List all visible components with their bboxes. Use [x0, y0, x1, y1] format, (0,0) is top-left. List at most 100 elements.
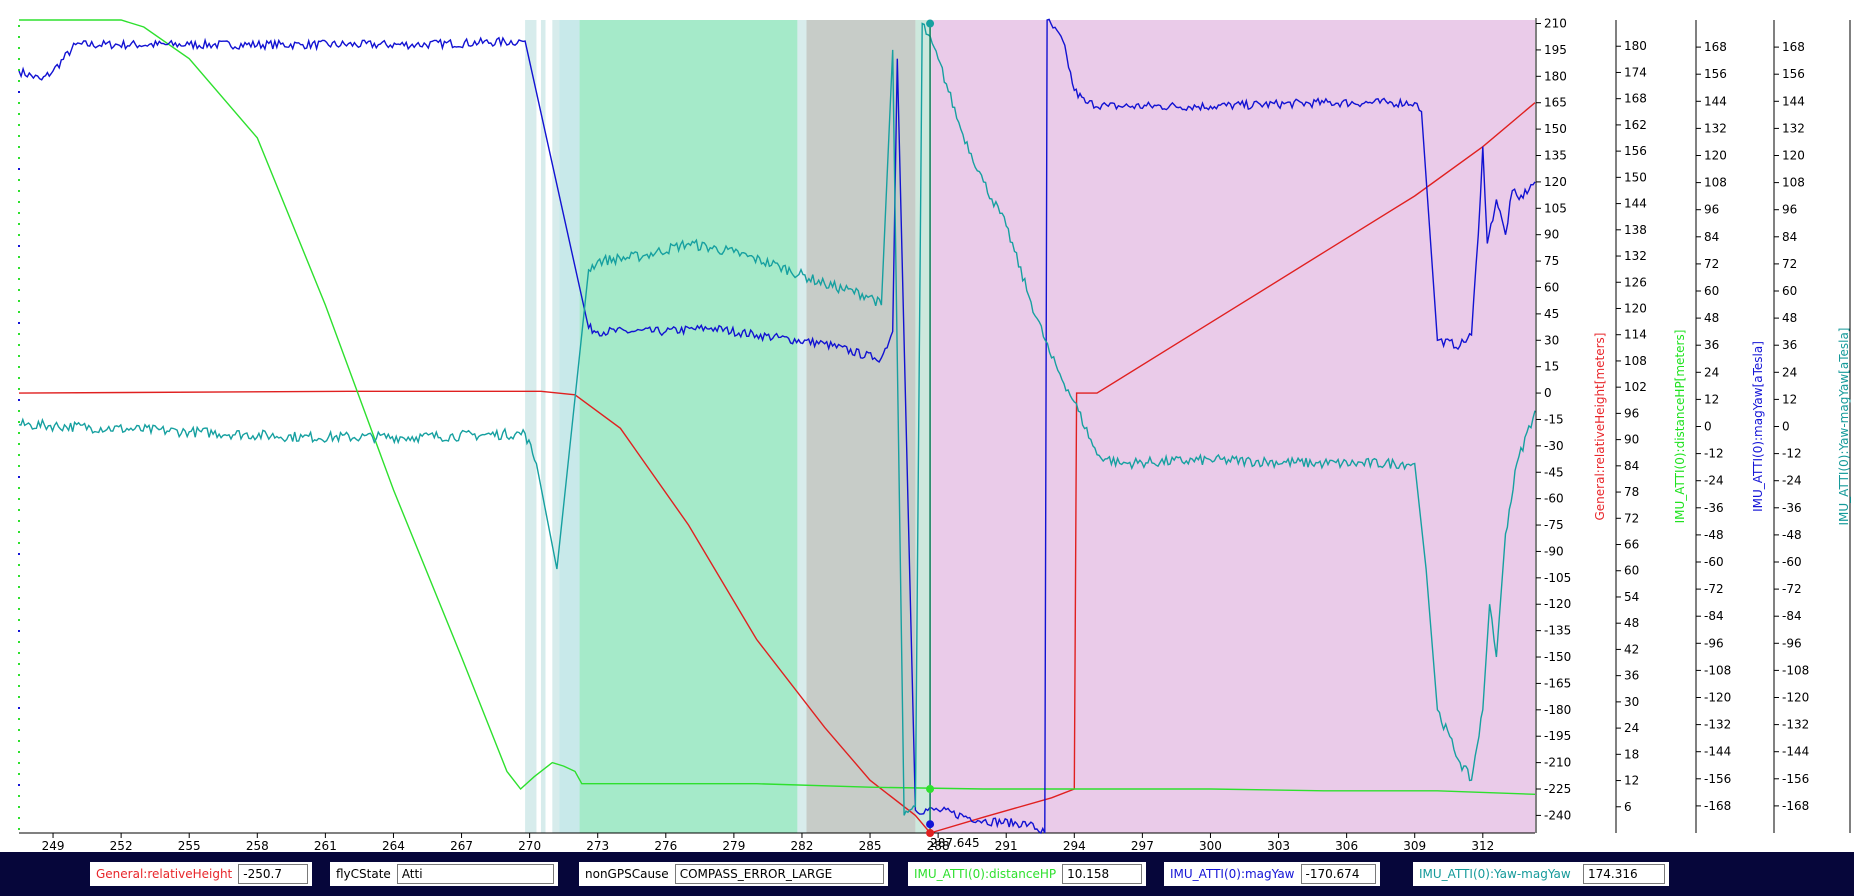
y-tick-label: 0 — [1782, 420, 1790, 434]
cursor-point — [926, 785, 935, 794]
y-tick-label: 96 — [1782, 203, 1797, 217]
y-tick-label: 6 — [1624, 800, 1632, 814]
relative-height-value[interactable]: -250.7 — [238, 864, 308, 884]
y-tick-label: -108 — [1704, 663, 1731, 677]
edge-marker — [18, 278, 20, 280]
field-relative-height: General:relativeHeight -250.7 — [90, 862, 312, 886]
x-tick-label: 258 — [246, 839, 269, 852]
edge-marker — [18, 25, 20, 27]
series-line — [18, 22, 1536, 816]
edge-marker — [18, 751, 20, 753]
cursor-label: 287.645 — [930, 836, 980, 850]
edge-marker — [18, 685, 20, 687]
y-tick-label: 84 — [1704, 230, 1719, 244]
y-tick-label: 120 — [1782, 149, 1805, 163]
y-tick-label: 0 — [1544, 386, 1552, 400]
x-tick-label: 252 — [110, 839, 133, 852]
y-tick-label: 48 — [1624, 616, 1639, 630]
y-tick-label: -180 — [1544, 703, 1571, 717]
y-tick-label: 210 — [1544, 17, 1567, 31]
distance-hp-value[interactable]: 10.158 — [1062, 864, 1142, 884]
y-tick-label: 120 — [1704, 149, 1727, 163]
edge-marker — [18, 652, 20, 654]
y-tick-label: 144 — [1704, 94, 1727, 108]
y-tick-label: 75 — [1544, 254, 1559, 268]
y-tick-label: 165 — [1544, 96, 1567, 110]
edge-marker — [18, 47, 20, 49]
y-tick-label: -168 — [1704, 799, 1731, 813]
y-tick-label: -30 — [1544, 439, 1564, 453]
edge-marker — [18, 762, 20, 764]
y-tick-label: 108 — [1782, 176, 1805, 190]
y-tick-label: 12 — [1782, 392, 1797, 406]
y-tick-label: 144 — [1624, 197, 1647, 211]
shaded-region — [797, 20, 807, 833]
y-tick-label: -24 — [1704, 474, 1724, 488]
y-tick-label: 162 — [1624, 118, 1647, 132]
y-axis-label: IMU_ATTI(0):magYaw[aTesla] — [1751, 341, 1765, 512]
edge-marker — [18, 773, 20, 775]
yaw-mag-yaw-value[interactable]: 174.316 — [1583, 864, 1665, 884]
edge-marker — [18, 399, 20, 401]
edge-marker — [18, 190, 20, 192]
mag-yaw-value[interactable]: -170.674 — [1300, 864, 1376, 884]
edge-marker — [18, 817, 20, 819]
shaded-region — [525, 20, 537, 833]
x-tick-label: 276 — [654, 839, 677, 852]
cursor[interactable]: 287.645 — [926, 19, 980, 850]
flight-log-chart[interactable]: 287.645 249 252 255 258 261 264 267 270 273 276 27… — [0, 0, 1854, 852]
edge-marker — [18, 245, 20, 247]
edge-marker — [18, 410, 20, 412]
y-tick-label: -60 — [1704, 555, 1724, 569]
y-tick-label: -36 — [1782, 501, 1802, 515]
edge-marker — [18, 58, 20, 60]
y-tick-label: -84 — [1704, 609, 1724, 623]
y-tick-label: 135 — [1544, 149, 1567, 163]
y-tick-label: 102 — [1624, 380, 1647, 394]
edge-marker — [18, 454, 20, 456]
edge-marker — [18, 553, 20, 555]
edge-marker — [18, 421, 20, 423]
non-gps-cause-value[interactable]: COMPASS_ERROR_LARGE — [674, 864, 884, 884]
y-tick-label: 96 — [1704, 203, 1719, 217]
y-tick-label: -132 — [1704, 718, 1731, 732]
y-tick-label: 60 — [1544, 280, 1559, 294]
y-tick-label: -156 — [1704, 772, 1731, 786]
y-tick-label: -96 — [1782, 636, 1802, 650]
x-tick-label: 279 — [722, 839, 745, 852]
y-tick-label: 15 — [1544, 360, 1559, 374]
y-tick-label: 168 — [1704, 40, 1727, 54]
edge-marker — [18, 542, 20, 544]
x-tick-label: 261 — [314, 839, 337, 852]
edge-marker — [18, 36, 20, 38]
y-tick-label: 24 — [1704, 365, 1719, 379]
y-tick-label: 48 — [1704, 311, 1719, 325]
edge-marker — [18, 267, 20, 269]
y-tick-label: 72 — [1624, 511, 1639, 525]
y-tick-label: 132 — [1782, 121, 1805, 135]
y-axis-label: IMU_ATTI(0):Yaw-magYaw[aTesla] — [1837, 328, 1851, 526]
y-tick-label: 180 — [1544, 69, 1567, 83]
y-tick-label: -195 — [1544, 729, 1571, 743]
edge-marker — [18, 564, 20, 566]
edge-marker — [18, 707, 20, 709]
y-tick-label: 54 — [1624, 590, 1639, 604]
y-tick-label: 36 — [1624, 669, 1639, 683]
status-bar: General:relativeHeight -250.7 flyCState … — [0, 852, 1854, 896]
edge-marker — [18, 718, 20, 720]
edge-marker — [18, 223, 20, 225]
edge-marker — [18, 806, 20, 808]
x-tick-label: 249 — [42, 839, 65, 852]
edge-marker — [18, 575, 20, 577]
y-tick-label: 42 — [1624, 642, 1639, 656]
edge-marker — [18, 795, 20, 797]
shaded-region — [915, 20, 932, 833]
y-tick-label: -45 — [1544, 465, 1564, 479]
x-tick-label: 273 — [586, 839, 609, 852]
fly-c-state-value[interactable]: Atti — [396, 864, 554, 884]
shaded-region — [540, 20, 546, 833]
edge-marker — [18, 311, 20, 313]
y-tick-label: 72 — [1704, 257, 1719, 271]
y-tick-label: 48 — [1782, 311, 1797, 325]
edge-marker — [18, 289, 20, 291]
